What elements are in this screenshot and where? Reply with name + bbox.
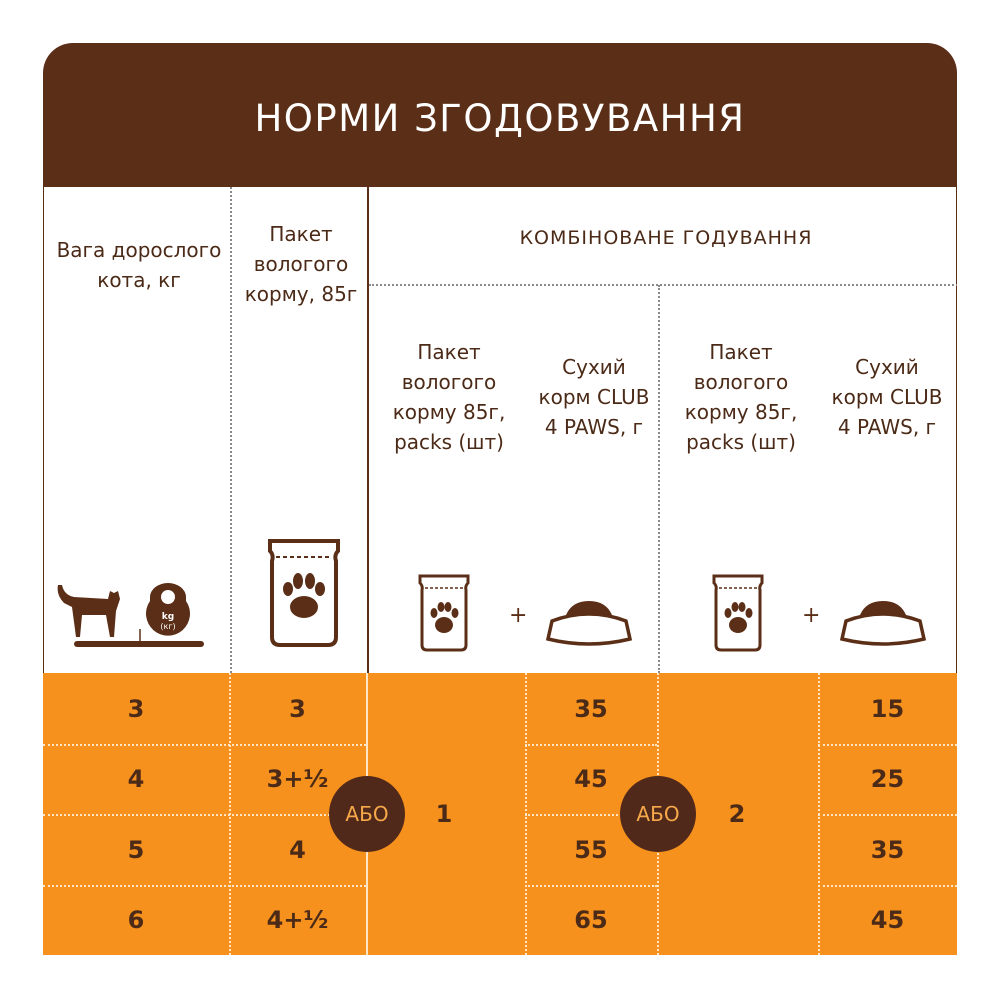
svg-text:(кг): (кг) <box>160 622 175 631</box>
header-combo-dry-2: Сухий корм CLUB 4 PAWS, г <box>831 355 943 439</box>
wet-only-cell: 3+½ <box>266 765 329 793</box>
combo-dry-1-cell: 35 <box>574 694 608 723</box>
weight-cell: 3 <box>127 694 145 723</box>
divider <box>369 284 957 286</box>
pouch-with-paw-icon <box>268 539 340 647</box>
feeding-table: НОРМИ ЗГОДОВУВАННЯ Вага дорослого кота, … <box>43 43 957 955</box>
header-wet-pack: Пакет вологого корму, 85г <box>244 222 358 306</box>
divider <box>230 187 232 673</box>
table-body: 3 4 5 6 3 3+½ 4 4+½ 1 2 35 45 55 65 15 2… <box>43 673 957 955</box>
header-weight: Вага дорослого кота, кг <box>56 238 222 292</box>
or-badge: АБО <box>620 776 696 852</box>
wet-only-cell: 3 <box>289 694 306 723</box>
table-header: Вага дорослого кота, кг Пакет вологого к… <box>43 187 957 673</box>
weight-cell: 5 <box>127 835 145 864</box>
page-title: НОРМИ ЗГОДОВУВАННЯ <box>43 43 957 187</box>
divider <box>525 885 657 887</box>
divider <box>818 885 957 887</box>
divider <box>818 814 957 816</box>
food-bowl-icon <box>545 601 633 646</box>
plus-icon: + <box>802 603 821 628</box>
food-bowl-icon <box>839 601 927 646</box>
divider <box>43 814 366 816</box>
combo-dry-1-cell: 55 <box>574 835 608 864</box>
combo-wet-2-cell: 2 <box>728 800 746 828</box>
combo-dry-1-cell: 45 <box>574 765 608 793</box>
pouch-with-paw-icon <box>712 574 764 652</box>
divider <box>818 744 957 746</box>
divider <box>43 885 366 887</box>
weight-cell: 4 <box>127 765 145 793</box>
combo-wet-1-cell: 1 <box>435 800 453 828</box>
pouch-with-paw-icon <box>418 574 470 652</box>
wet-only-cell: 4+½ <box>266 906 329 934</box>
combo-dry-2-cell: 35 <box>870 835 905 864</box>
divider <box>658 285 660 673</box>
divider <box>525 744 657 746</box>
combo-dry-2-cell: 15 <box>870 694 905 723</box>
plus-icon: + <box>509 603 528 628</box>
header-combo-wet-1: Пакет вологого корму 85г, packs (шт) <box>392 340 506 454</box>
cat-on-scale-icon: kg (кг) <box>57 583 204 647</box>
wet-only-cell: 4 <box>289 835 306 864</box>
combo-dry-1-cell: 65 <box>574 906 608 934</box>
header-combined: КОМБІНОВАНЕ ГОДУВАННЯ <box>519 227 813 249</box>
svg-text:kg: kg <box>162 612 174 622</box>
divider <box>43 744 366 746</box>
divider <box>525 814 657 816</box>
divider <box>367 187 369 673</box>
or-badge: АБО <box>329 776 405 852</box>
combo-dry-2-cell: 45 <box>870 906 905 934</box>
combo-dry-2-cell: 25 <box>870 765 905 793</box>
weight-cell: 6 <box>127 906 145 934</box>
header-combo-dry-1: Сухий корм CLUB 4 PAWS, г <box>538 355 650 439</box>
header-combo-wet-2: Пакет вологого корму 85г, packs (шт) <box>684 340 798 454</box>
